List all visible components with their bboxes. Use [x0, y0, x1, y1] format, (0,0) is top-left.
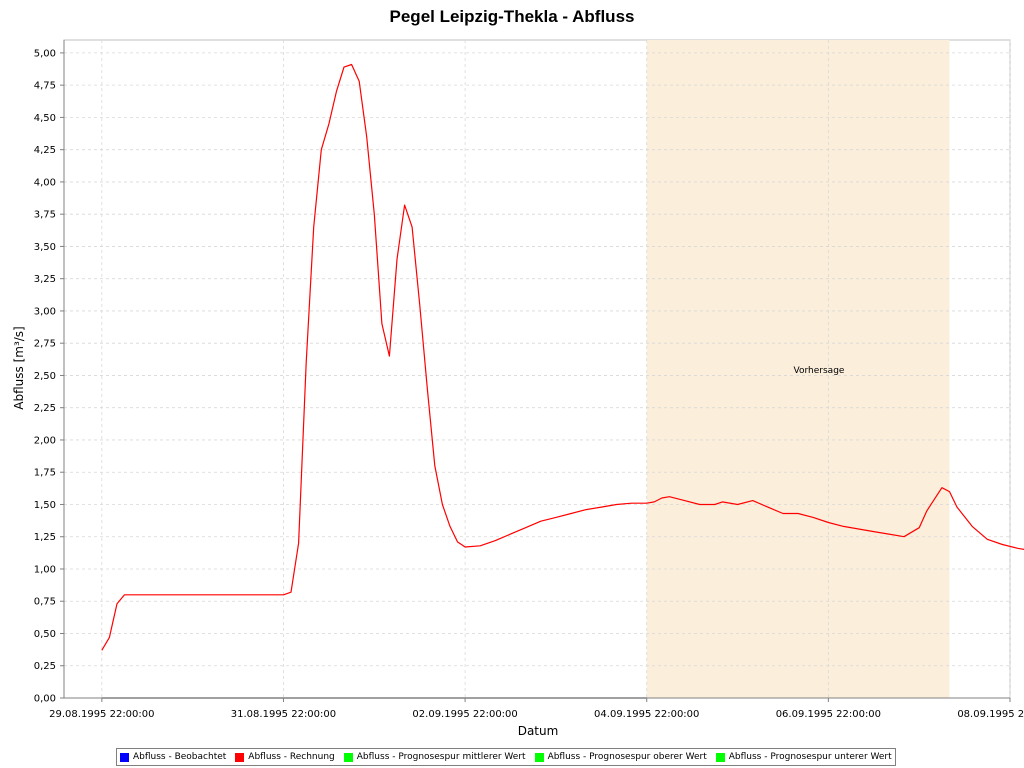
y-tick-label: 4,00: [34, 177, 56, 188]
y-tick-label: 4,50: [34, 113, 56, 124]
y-tick-label: 0,75: [34, 597, 56, 608]
y-axis-ticks: 0,00 0,25 0,50 0,75 1,00 1,25 1,50 1,75 2,00 2,25…: [34, 48, 64, 705]
y-tick-label: 3,25: [34, 274, 56, 285]
legend-item: Abfluss - Prognosespur unterer Wert: [715, 752, 892, 762]
x-tick-label: 02.09.1995 22:00:00: [412, 709, 517, 720]
x-tick-label: 08.09.1995 22:00:00: [957, 709, 1024, 720]
legend-item: Abfluss - Rechnung: [235, 752, 335, 762]
chart-title: Pegel Leipzig-Thekla - Abfluss: [390, 7, 635, 26]
legend-item: Abfluss - Beobachtet: [120, 752, 226, 762]
series-line: [101, 63, 1024, 651]
y-tick-label: 3,50: [34, 242, 56, 253]
y-tick-label: 1,75: [34, 468, 56, 479]
legend-swatch: [120, 752, 129, 762]
y-tick-label: 1,25: [34, 532, 56, 543]
y-tick-label: 5,00: [34, 48, 56, 59]
forecast-label: Vorhersage: [794, 366, 845, 376]
series-lines: [101, 63, 1024, 651]
legend-swatch: [235, 752, 245, 762]
y-tick-label: 3,75: [34, 210, 56, 221]
legend-swatch: [534, 752, 544, 762]
y-tick-label: 2,25: [34, 403, 56, 414]
y-axis-label: Abfluss [m³/s]: [12, 326, 26, 409]
y-tick-label: 2,50: [34, 371, 56, 382]
y-tick-label: 4,25: [34, 145, 56, 156]
legend-label: Abfluss - Beobachtet: [133, 752, 227, 762]
y-tick-label: 0,25: [34, 661, 56, 672]
x-tick-label: 29.08.1995 22:00:00: [49, 709, 154, 720]
y-tick-label: 1,00: [34, 564, 56, 575]
y-tick-label: 1,50: [34, 500, 56, 511]
legend-label: Abfluss - Prognosespur unterer Wert: [728, 752, 892, 762]
legend-swatch: [715, 752, 725, 762]
legend-label: Abfluss - Prognosespur oberer Wert: [547, 752, 707, 762]
y-tick-label: 0,50: [34, 629, 56, 640]
legend: Abfluss - Beobachtet Abfluss - Rechnung Ab…: [116, 748, 896, 766]
legend-item: Abfluss - Prognosespur mittlerer Wert: [343, 752, 526, 762]
x-axis-ticks: 29.08.1995 22:00:00 31.08.1995 22:00:00 02…: [49, 698, 1024, 720]
legend-swatch: [343, 752, 353, 762]
legend-label: Abfluss - Prognosespur mittlerer Wert: [356, 752, 526, 762]
legend-item: Abfluss - Prognosespur oberer Wert: [534, 752, 707, 762]
x-axis-label: Datum: [518, 724, 559, 738]
grid-lines: [64, 40, 1011, 698]
x-tick-label: 31.08.1995 22:00:00: [231, 709, 336, 720]
y-tick-label: 4,75: [34, 81, 56, 92]
y-tick-label: 2,00: [34, 435, 56, 446]
y-tick-label: 3,00: [34, 306, 56, 317]
y-tick-label: 0,00: [34, 694, 56, 705]
legend-label: Abfluss - Rechnung: [248, 752, 335, 762]
x-tick-label: 04.09.1995 22:00:00: [594, 709, 699, 720]
x-tick-label: 06.09.1995 22:00:00: [776, 709, 881, 720]
y-tick-label: 2,75: [34, 339, 56, 350]
